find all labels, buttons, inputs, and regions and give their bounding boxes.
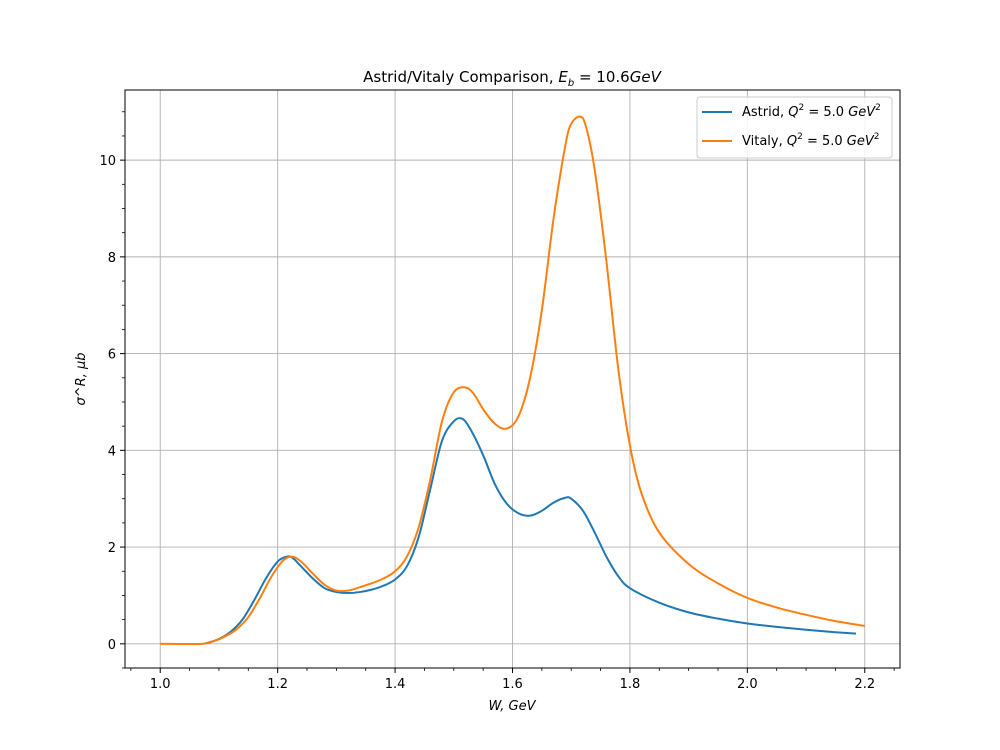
series-line-vitaly xyxy=(160,115,865,645)
x-tick-label: 1.4 xyxy=(385,677,406,692)
x-tick-label: 1.2 xyxy=(267,677,288,692)
legend: Astrid, Q2 = 5.0 GeV2 Vitaly, Q2 = 5.0 G… xyxy=(696,96,893,159)
y-tick-label: 4 xyxy=(108,444,116,459)
x-tick-label: 2.0 xyxy=(737,677,758,692)
y-tick-label: 6 xyxy=(108,348,116,363)
series-layer xyxy=(160,115,865,645)
x-tick-label: 2.2 xyxy=(854,677,875,692)
tick-layer: 1.0 1.2 1.4 1.6 1.8 2.0 2.2 0 2 4 6 8 10 xyxy=(99,111,895,692)
y-tick-label: 10 xyxy=(99,154,116,169)
y-tick-label: 8 xyxy=(108,251,116,266)
x-axis-label: W, GeV xyxy=(488,699,536,714)
chart-title: Astrid/Vitaly Comparison, Eb = 10.6GeV xyxy=(363,68,662,89)
legend-label-vitaly: Vitaly, Q2 = 5.0 GeV2 xyxy=(742,132,880,149)
grid-layer xyxy=(125,90,900,668)
x-tick-label: 1.0 xyxy=(150,677,171,692)
series-line-astrid xyxy=(203,417,857,645)
x-tick-label: 1.8 xyxy=(620,677,641,692)
y-tick-label: 2 xyxy=(108,541,116,556)
legend-label-astrid: Astrid, Q2 = 5.0 GeV2 xyxy=(742,103,881,120)
legend-box xyxy=(696,96,893,159)
y-axis-label: σ^R, μb xyxy=(74,353,89,406)
x-tick-label: 1.6 xyxy=(502,677,523,692)
y-tick-label: 0 xyxy=(108,638,116,653)
